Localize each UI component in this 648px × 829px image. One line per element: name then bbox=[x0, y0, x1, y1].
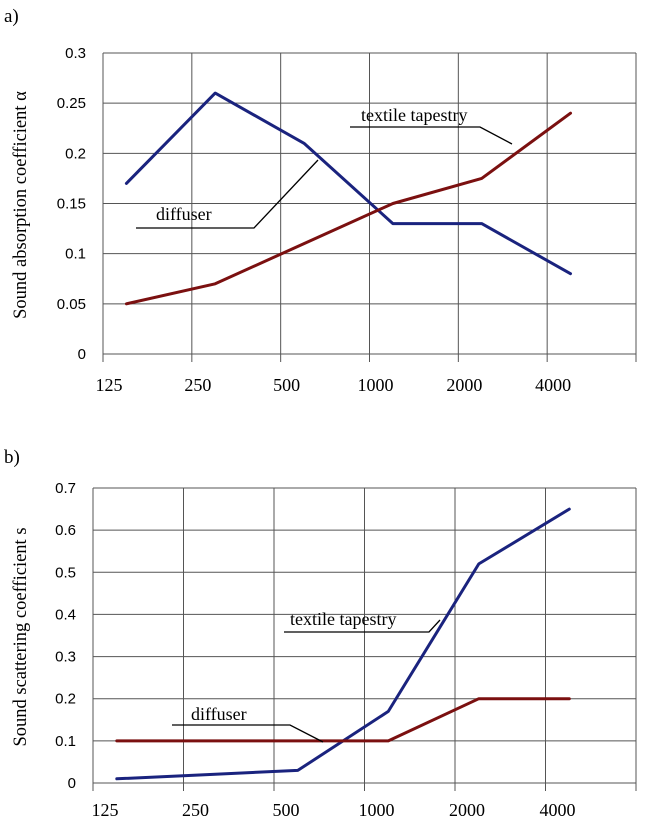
x-tick-label: 1000 bbox=[358, 375, 394, 395]
x-tick-label: 1000 bbox=[359, 800, 395, 820]
x-tick-label: 125 bbox=[96, 375, 123, 395]
x-tick-label: 500 bbox=[273, 375, 300, 395]
panel-a-ylabel: Sound absorption coefficient α bbox=[11, 91, 31, 319]
panel-a-leader-diffuser bbox=[136, 159, 319, 229]
panel-b-label: b) bbox=[4, 447, 20, 468]
panel-b-grid bbox=[92, 487, 637, 791]
panel-b-ylabel: Sound scattering coefficient s bbox=[11, 527, 31, 746]
x-tick-label: 125 bbox=[92, 800, 119, 820]
panel-b-annotation-textile: textile tapestry bbox=[290, 609, 396, 629]
y-tick-label: 0.2 bbox=[55, 691, 76, 708]
x-tick-label: 4000 bbox=[535, 375, 571, 395]
panel-a-annotation-diffuser: diffuser bbox=[156, 204, 212, 224]
y-tick-label: 0.6 bbox=[55, 522, 76, 539]
panel-a-x-ticks: 125 250 500 1000 2000 4000 bbox=[96, 375, 572, 395]
y-tick-label: 0.4 bbox=[55, 606, 76, 623]
panel-b-leader-diffuser bbox=[172, 724, 324, 743]
panel-b: b) Sound scattering coefficient s 0 0.1 0.… bbox=[4, 447, 637, 820]
series-line-diffuser bbox=[115, 697, 571, 743]
panel-a-y-ticks: 0 0.05 0.1 0.15 0.2 0.25 0.3 bbox=[57, 45, 86, 363]
y-tick-label: 0.15 bbox=[57, 196, 86, 213]
panel-a-leader-textile bbox=[350, 126, 513, 145]
y-tick-label: 0 bbox=[78, 346, 86, 363]
y-tick-label: 0.3 bbox=[55, 649, 76, 666]
y-tick-label: 0.7 bbox=[55, 480, 76, 497]
y-tick-label: 0.3 bbox=[65, 45, 86, 62]
panel-b-y-ticks: 0 0.1 0.2 0.3 0.4 0.5 0.6 0.7 bbox=[55, 480, 76, 792]
panel-b-annotation-diffuser: diffuser bbox=[191, 704, 247, 724]
panel-a-series bbox=[124, 91, 572, 306]
panel-a-annotation-textile: textile tapestry bbox=[361, 105, 467, 125]
panel-b-x-ticks: 125 250 500 1000 2000 4000 bbox=[92, 800, 576, 820]
y-tick-label: 0.05 bbox=[57, 296, 86, 313]
y-tick-label: 0.25 bbox=[57, 95, 86, 112]
panel-a: a) Sound absorption coefficient α 00.050… bbox=[4, 6, 637, 395]
series-line-textile bbox=[124, 91, 572, 276]
x-tick-label: 2000 bbox=[446, 375, 482, 395]
panel-a-label: a) bbox=[4, 6, 19, 27]
series-line-diffuser bbox=[124, 111, 572, 306]
x-tick-label: 250 bbox=[182, 800, 209, 820]
y-tick-label: 0.1 bbox=[55, 733, 76, 750]
x-tick-label: 2000 bbox=[449, 800, 485, 820]
panel-b-leader-textile bbox=[284, 619, 441, 633]
y-tick-label: 0.1 bbox=[65, 246, 86, 263]
y-tick-label: 0.2 bbox=[65, 145, 86, 162]
x-tick-label: 4000 bbox=[540, 800, 576, 820]
y-tick-label: 0.5 bbox=[55, 564, 76, 581]
series-line-textile bbox=[115, 507, 571, 781]
panel-b-annotations: textile tapestry diffuser bbox=[172, 609, 441, 743]
panel-a-annotations: textile tapestry diffuser bbox=[136, 105, 513, 229]
y-tick-label: 0 bbox=[68, 775, 76, 792]
x-tick-label: 500 bbox=[273, 800, 300, 820]
panel-b-series bbox=[115, 507, 571, 781]
x-tick-label: 250 bbox=[184, 375, 211, 395]
